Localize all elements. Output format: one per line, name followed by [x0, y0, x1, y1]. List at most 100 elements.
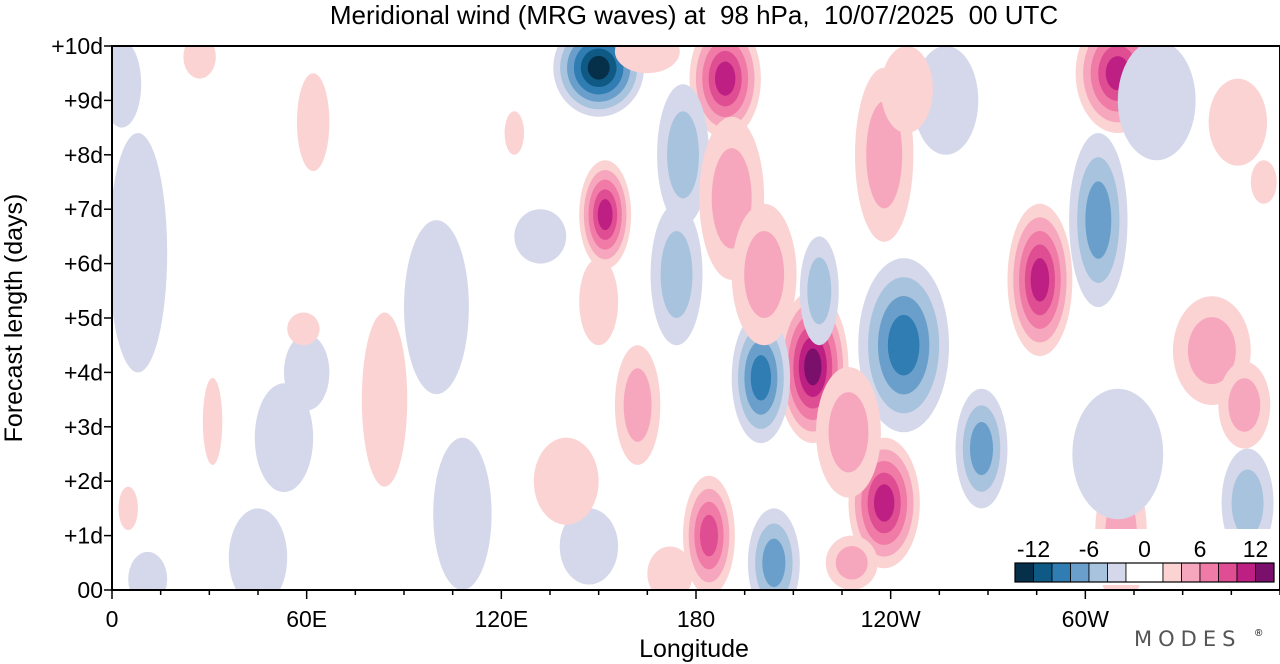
wind-anomaly-contour	[825, 535, 878, 590]
wind-anomaly-contour	[533, 437, 599, 525]
contour-band-level-1	[287, 312, 320, 346]
wind-anomaly-contour	[647, 546, 693, 590]
y-tick-label: +5d	[64, 305, 103, 331]
contour-band-level-3	[762, 538, 786, 587]
contour-band-level-6	[587, 55, 610, 80]
chart-title: Meridional wind (MRG waves) at 98 hPa, 1…	[330, 0, 1058, 30]
contour-band-level-1	[283, 334, 330, 411]
contour-band-level-4	[887, 314, 920, 376]
wind-anomaly-contour	[404, 220, 469, 395]
y-tick-label: +9d	[64, 87, 103, 113]
wind-anomaly-contour	[1218, 361, 1271, 449]
contour-band-level-1	[559, 508, 619, 585]
colorbar-swatch	[1236, 562, 1256, 583]
colorbar-swatch	[1014, 562, 1034, 583]
x-axis-label: Longitude	[639, 635, 749, 663]
contour-band-level-1	[614, 46, 680, 74]
modes-brand-logo: MODES	[1134, 627, 1241, 651]
x-axis: 0 60E 120E 180 120W 60W	[106, 590, 1280, 632]
contour-band-level-1	[647, 546, 693, 590]
y-axis: 00 +1d +2d +3d +4d +5d +6d +7d +8d +9d +10d	[51, 33, 112, 603]
wind-anomaly-contour	[747, 508, 800, 590]
wind-anomaly-contour	[683, 475, 735, 590]
wind-anomaly-contour	[433, 437, 492, 590]
wind-anomaly-contour	[128, 551, 168, 590]
wind-anomaly-contour	[614, 345, 661, 465]
contour-band-level-1	[1208, 78, 1268, 166]
contour-band-level-2	[1187, 317, 1236, 385]
colorbar-frame	[1014, 562, 1275, 583]
wind-anomaly-contour	[1117, 46, 1196, 161]
wind-anomaly-contour	[202, 377, 223, 465]
colorbar-swatch	[1199, 562, 1219, 583]
contour-band-level-5	[597, 199, 613, 231]
contour-band-level-4	[750, 355, 772, 401]
contour-band-level-1	[112, 46, 142, 128]
contour-band-level-2	[1231, 469, 1264, 537]
wind-anomaly-contour	[361, 312, 408, 487]
contour-band-level-2	[623, 368, 652, 442]
contour-band-level-1	[118, 486, 138, 531]
wind-anomaly-contour	[287, 312, 320, 346]
y-tick-label: +4d	[64, 359, 103, 385]
colorbar-swatch	[1125, 562, 1164, 583]
y-tick-label: 00	[77, 577, 103, 603]
contour-band-level-4	[699, 514, 719, 557]
contour-band-level-1	[433, 437, 492, 590]
y-tick-label: +8d	[64, 142, 103, 168]
contour-band-level-1	[112, 133, 168, 373]
y-tick-label: +7d	[64, 196, 103, 222]
wind-anomaly-contour	[1007, 203, 1073, 357]
contour-band-level-1	[1250, 160, 1277, 204]
wind-anomaly-contour	[1208, 78, 1268, 166]
contour-band-level-1	[1117, 46, 1196, 161]
x-tick-label: 180	[677, 606, 715, 632]
wind-anomaly-contour	[579, 160, 632, 270]
contour-band-level-5	[715, 61, 736, 96]
contour-band-level-1	[514, 209, 567, 264]
colorbar-swatch	[1070, 562, 1090, 583]
contour-band-level-1	[361, 312, 408, 487]
colorbar-label: 6	[1194, 536, 1207, 562]
wind-anomaly-contour	[689, 46, 761, 139]
wind-anomaly-contour	[1250, 160, 1277, 204]
wind-anomaly-contour	[183, 46, 216, 79]
y-tick-label: +2d	[64, 468, 103, 494]
colorbar-swatch	[1051, 562, 1071, 583]
colorbar-swatch	[1255, 562, 1275, 583]
contour-band-level-1	[533, 437, 599, 525]
contour-band-level-2	[660, 230, 693, 318]
wind-anomaly-contour	[118, 486, 138, 531]
contour-band-level-2	[807, 257, 832, 325]
colorbar-legend: -12 -6 0 6 12	[1012, 529, 1277, 585]
colorbar-swatch	[1088, 562, 1108, 583]
contour-band-level-1	[404, 220, 469, 395]
wind-anomaly-contour	[650, 203, 703, 346]
wind-anomaly-contour	[731, 312, 791, 444]
wind-anomaly-contour	[816, 366, 881, 498]
colorbar-swatch	[1181, 562, 1201, 583]
wind-anomaly-contour	[579, 258, 619, 346]
wind-anomaly-contour	[514, 209, 567, 264]
contour-band-level-1	[880, 46, 933, 134]
wind-anomaly-contour	[799, 236, 839, 346]
wind-anomaly-contour	[614, 46, 680, 74]
contour-band-level-1	[202, 377, 223, 465]
wind-anomaly-contour	[254, 383, 314, 493]
contour-band-level-3	[969, 421, 994, 476]
x-tick-label: 120E	[474, 606, 528, 632]
plot-area	[112, 46, 1277, 590]
contour-band-level-1	[228, 508, 288, 590]
colorbar-label: -6	[1079, 536, 1099, 562]
wind-anomaly-contour	[731, 203, 797, 346]
contour-band-level-1	[1072, 388, 1164, 520]
wind-anomaly-contour	[657, 84, 709, 226]
wind-anomaly-contour	[880, 46, 933, 134]
contour-band-level-2	[667, 111, 699, 199]
contour-band-level-1	[579, 258, 619, 346]
wind-anomaly-contour	[283, 334, 330, 411]
colorbar-label: -12	[1017, 536, 1050, 562]
x-tick-label: 60E	[286, 606, 327, 632]
wind-anomaly-contour	[228, 508, 288, 590]
